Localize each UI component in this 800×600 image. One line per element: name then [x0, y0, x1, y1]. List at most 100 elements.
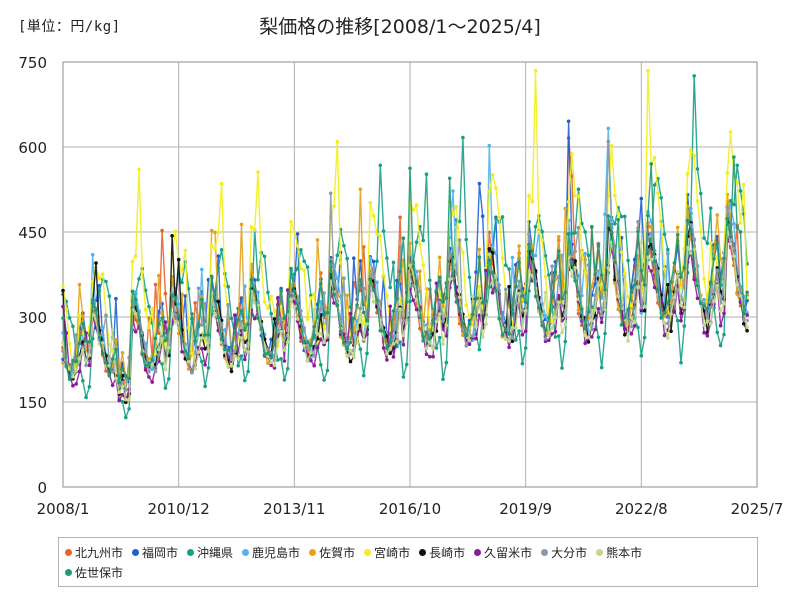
data-point — [160, 337, 164, 341]
data-point — [474, 336, 478, 341]
data-point — [649, 219, 653, 224]
data-point — [590, 224, 594, 229]
data-point — [342, 332, 346, 337]
data-point — [705, 241, 710, 246]
data-point — [523, 300, 528, 305]
data-point — [583, 341, 587, 346]
data-point — [642, 304, 647, 309]
data-point — [702, 277, 706, 281]
data-point — [573, 259, 577, 263]
data-point — [457, 306, 462, 311]
data-point — [305, 265, 310, 269]
data-point — [603, 331, 607, 336]
data-point — [381, 273, 386, 278]
data-point — [203, 301, 207, 306]
data-point — [560, 296, 564, 301]
data-point — [385, 352, 389, 356]
data-point — [533, 224, 538, 229]
data-point — [699, 229, 703, 234]
data-point — [619, 323, 624, 327]
data-point — [477, 293, 482, 297]
data-point — [666, 247, 670, 252]
data-point — [315, 332, 320, 336]
data-point — [424, 352, 429, 357]
data-point — [256, 290, 260, 295]
data-point — [170, 311, 174, 316]
data-point — [540, 323, 544, 328]
data-point — [262, 300, 267, 304]
data-point — [560, 331, 564, 335]
legend-label: 佐世保市 — [75, 565, 124, 580]
data-point — [358, 187, 363, 192]
data-point — [527, 232, 531, 237]
data-point — [467, 342, 472, 347]
data-point — [256, 300, 260, 305]
data-point — [361, 321, 366, 326]
data-point — [100, 333, 105, 337]
data-point — [345, 347, 350, 351]
data-point — [256, 277, 260, 282]
data-point — [745, 328, 749, 333]
data-point — [295, 267, 300, 271]
unit-label: [単位：円/kg] — [18, 19, 121, 35]
data-point — [576, 290, 581, 295]
data-point — [606, 214, 611, 218]
data-point — [745, 290, 749, 295]
data-point — [437, 290, 442, 294]
data-point — [206, 277, 211, 282]
legend-swatch — [187, 548, 195, 556]
data-point — [566, 119, 571, 124]
data-point — [243, 357, 247, 362]
data-point — [477, 255, 482, 259]
data-point — [732, 155, 736, 159]
data-point — [342, 243, 346, 248]
data-point — [497, 283, 502, 287]
data-point — [649, 162, 653, 166]
data-point — [143, 368, 148, 372]
x-tick-label: 2019/9 — [499, 500, 552, 518]
data-point — [487, 247, 492, 251]
data-point — [507, 345, 511, 350]
data-point — [563, 339, 568, 344]
data-point — [157, 331, 161, 336]
data-point — [543, 275, 548, 279]
data-point — [124, 397, 128, 402]
data-point — [556, 300, 561, 305]
data-point — [708, 305, 713, 310]
data-point — [272, 363, 277, 368]
data-point — [656, 287, 660, 292]
data-point — [81, 379, 85, 383]
data-point — [477, 181, 482, 186]
data-point — [348, 340, 353, 345]
data-point — [335, 303, 340, 307]
data-point — [461, 320, 465, 325]
data-point — [236, 332, 240, 336]
data-point — [669, 312, 673, 316]
legend-swatch — [596, 548, 604, 556]
data-point — [295, 306, 300, 311]
data-point — [500, 333, 505, 337]
data-point — [490, 250, 495, 255]
data-point — [533, 253, 538, 258]
data-point — [358, 347, 363, 351]
data-point — [718, 257, 723, 261]
data-point — [282, 359, 287, 363]
legend-swatch — [364, 548, 372, 556]
data-point — [173, 296, 178, 300]
data-point — [451, 189, 455, 193]
data-point — [692, 74, 696, 78]
data-point — [606, 139, 611, 144]
data-point — [441, 377, 445, 382]
data-point — [229, 358, 234, 362]
data-point — [514, 326, 518, 330]
data-point — [447, 176, 452, 181]
data-point — [61, 284, 65, 289]
data-point — [623, 275, 627, 279]
data-point — [613, 281, 617, 286]
data-point — [312, 354, 317, 358]
data-point — [401, 375, 406, 379]
data-point — [504, 287, 508, 292]
data-point — [167, 377, 171, 381]
data-point — [514, 284, 518, 289]
data-point — [299, 248, 303, 252]
